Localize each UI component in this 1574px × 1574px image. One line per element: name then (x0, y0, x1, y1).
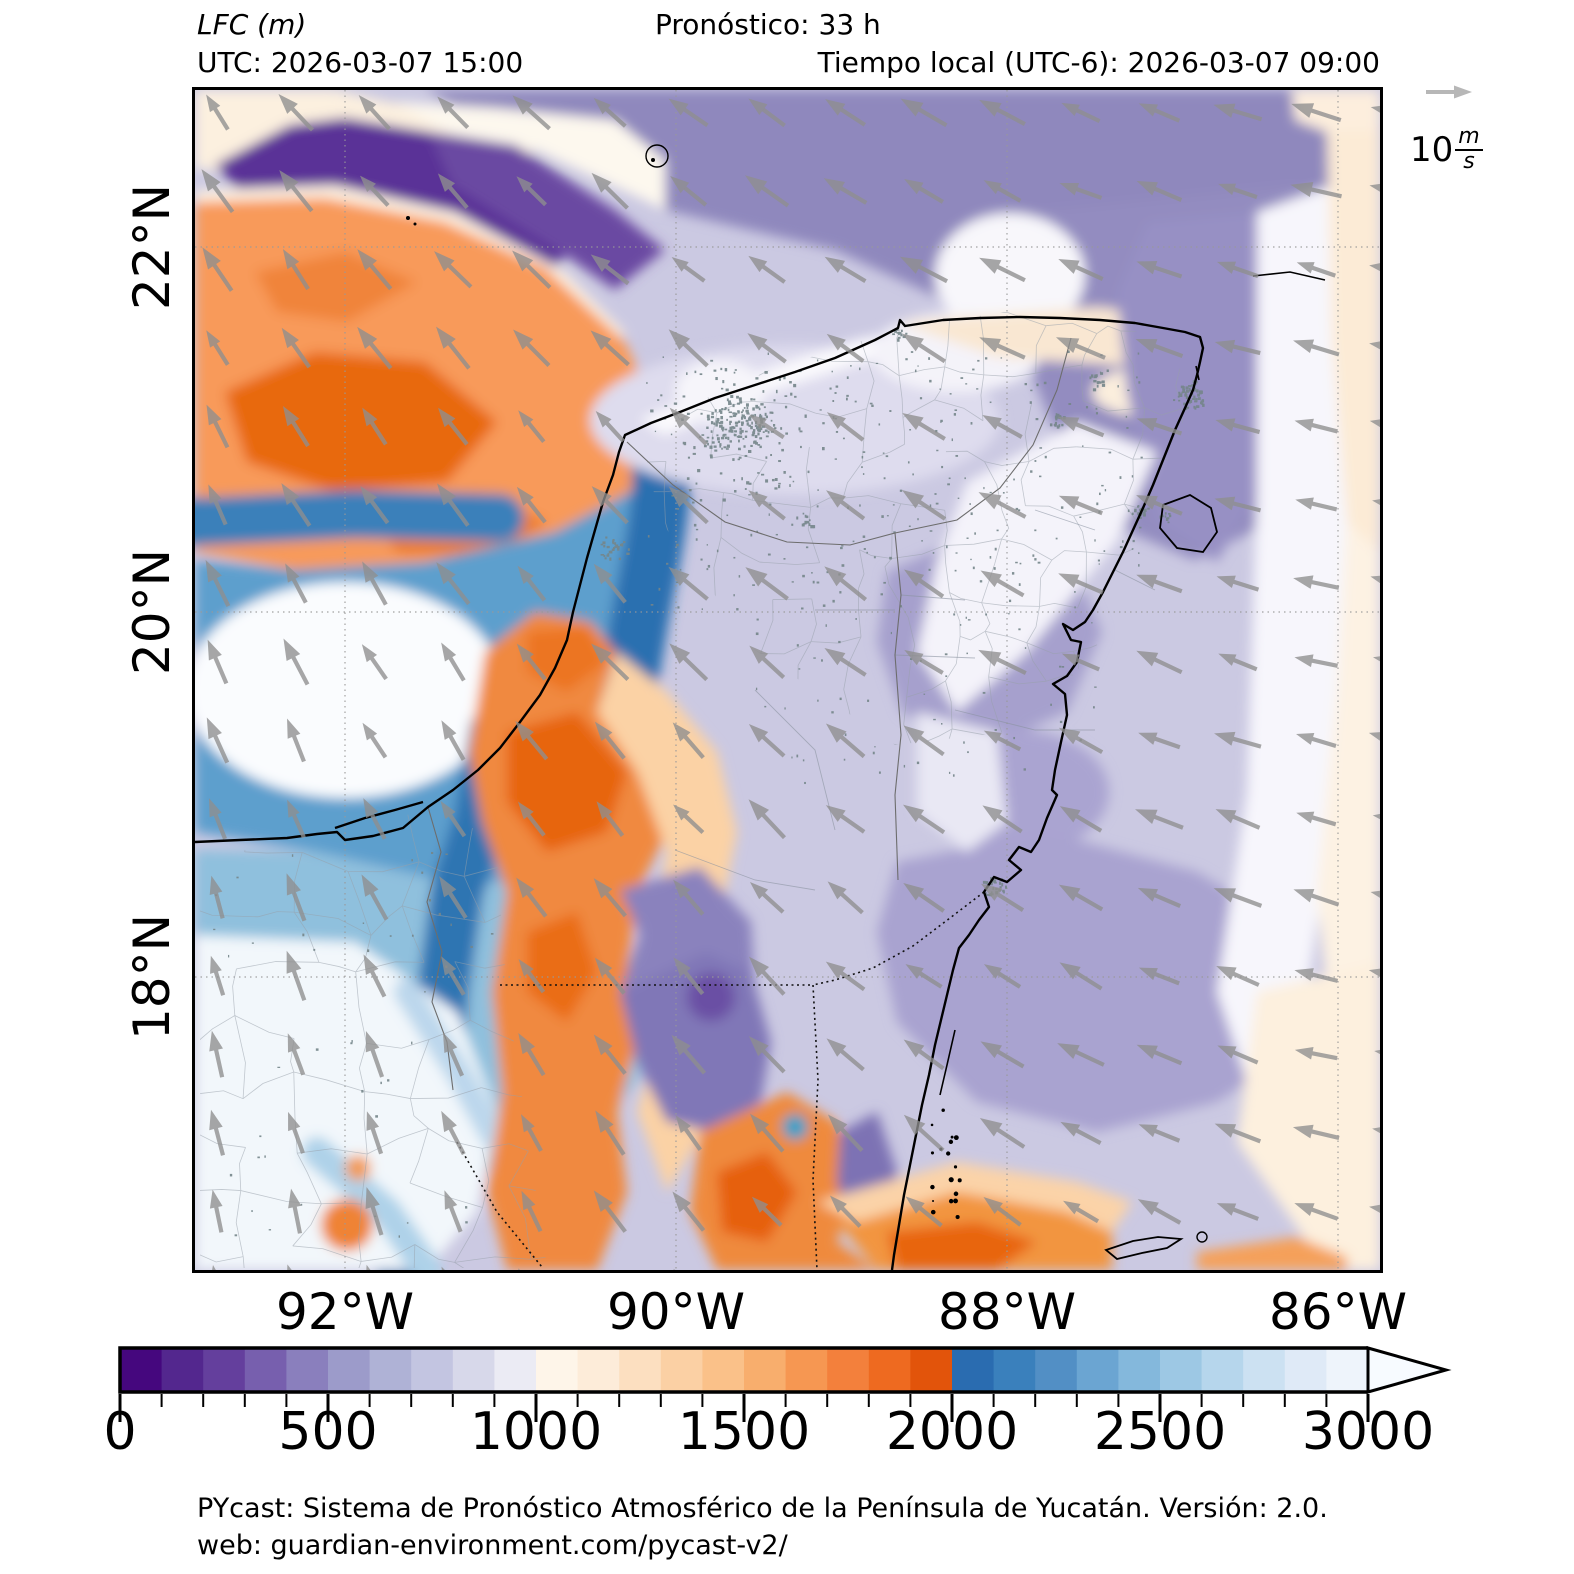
lon-tick-label: 86°W (1268, 1283, 1408, 1341)
colorbar (118, 1344, 1463, 1433)
map-plot-area (192, 87, 1383, 1273)
colorbar-tick-label: 1500 (677, 1402, 811, 1462)
colorbar-tick-label: 500 (278, 1402, 378, 1462)
forecast-hour-label: Pronóstico: 33 h (655, 8, 881, 41)
lat-tick-label: 20°N (123, 548, 181, 676)
wind-reference-unit-numerator: m (1455, 126, 1483, 151)
graticule (195, 90, 1380, 1270)
lfc-filled-contours (195, 90, 1380, 1270)
colorbar-tick-label: 1000 (469, 1402, 603, 1462)
lon-tick-label: 88°W (937, 1283, 1077, 1341)
lat-tick-label: 22°N (123, 183, 181, 311)
lat-tick-label: 18°N (123, 913, 181, 1041)
wind-arrows (201, 94, 1380, 1270)
footer-credit: PYcast: Sistema de Pronóstico Atmosféric… (197, 1493, 1328, 1524)
colorbar-tick-label: 2500 (1093, 1402, 1227, 1462)
footer-url: web: guardian-environment.com/pycast-v2/ (197, 1530, 788, 1561)
colorbar-tick-label: 2000 (885, 1402, 1019, 1462)
coastline (195, 144, 1326, 1270)
wind-reference-unit-denominator: s (1463, 149, 1475, 174)
lon-tick-label: 92°W (275, 1283, 415, 1341)
utc-time-label: UTC: 2026-03-07 15:00 (197, 46, 524, 79)
map-svg (195, 90, 1380, 1270)
local-time-label: Tiempo local (UTC-6): 2026-03-07 09:00 (817, 46, 1380, 79)
lon-tick-label: 90°W (606, 1283, 746, 1341)
state-borders (426, 337, 1072, 1270)
urban-area-speckles (213, 329, 1205, 1238)
cayes-dots (406, 158, 962, 1220)
colorbar-tick-label: 3000 (1301, 1402, 1435, 1462)
wind-reference-label: 10 m s (1410, 126, 1483, 173)
wind-reference-arrow-icon (1420, 82, 1480, 102)
wind-reference-value: 10 (1410, 129, 1454, 170)
colorbar-tick-label: 0 (103, 1402, 137, 1462)
variable-title: LFC (m) (197, 8, 307, 41)
